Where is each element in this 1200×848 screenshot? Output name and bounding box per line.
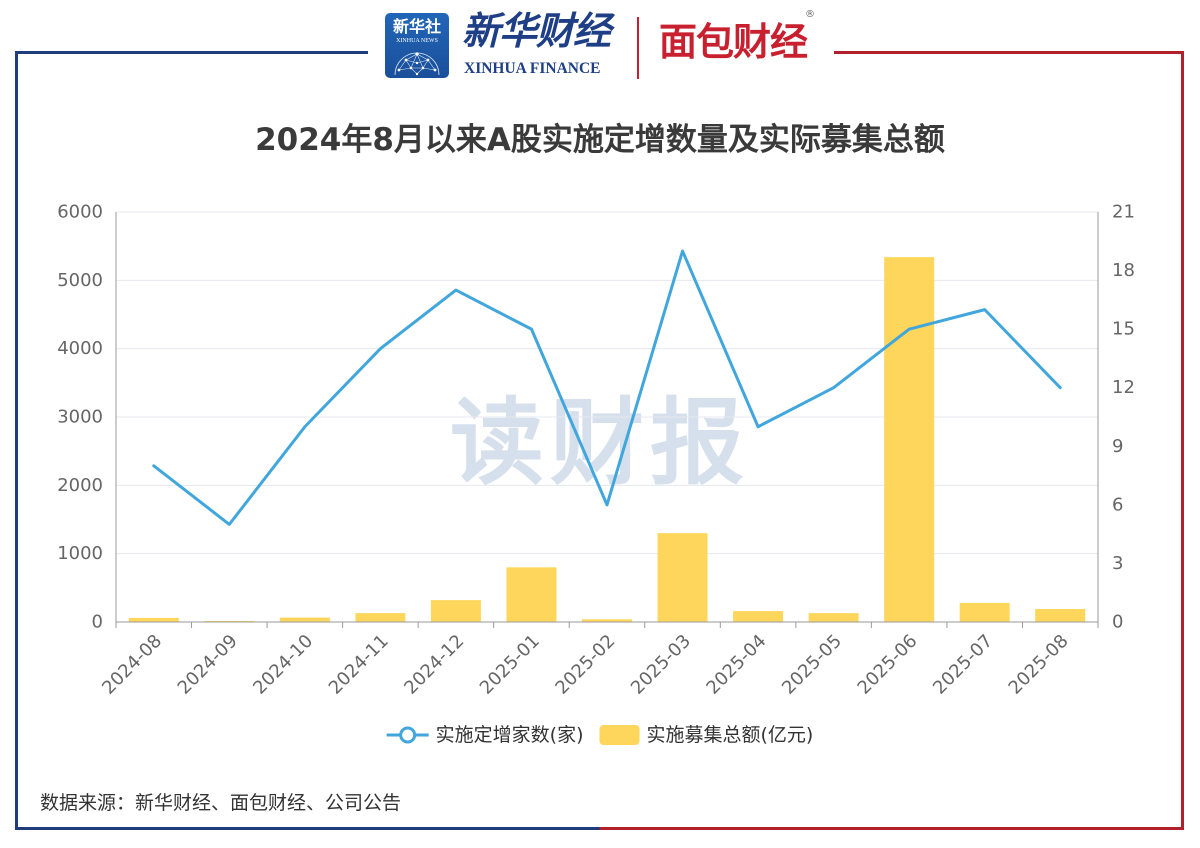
y-left-tick-label: 6000 [57, 202, 103, 223]
y-left-tick-label: 1000 [57, 543, 103, 564]
legend-item-bar: 实施募集总额(亿元) [599, 724, 814, 746]
x-tick-label: 2025-05 [778, 631, 846, 699]
legend-item-line: 实施定增家数(家) [386, 724, 584, 746]
bar-2025-06 [884, 257, 935, 622]
legend-label: 实施募集总额(亿元) [647, 724, 814, 746]
xinhua-finance-logo-cn: 新华财经 [462, 8, 611, 53]
x-tick-label: 2024-12 [400, 631, 468, 699]
y-right-tick-label: 12 [1112, 377, 1135, 398]
y-left-tick-label: 5000 [57, 270, 103, 291]
line-series [152, 249, 1062, 526]
bar-2024-10 [279, 617, 330, 622]
network-globe-icon [394, 52, 440, 76]
x-tick-label: 2025-08 [1005, 631, 1073, 699]
xinhua-news-logo-en: XINHUA NEWS [396, 38, 438, 44]
grid-lines [116, 211, 1098, 555]
legend: 实施定增家数(家) 实施募集总额(亿元) [386, 724, 814, 746]
chart-title: 2024年8月以来A股实施定增数量及实际募集总额 [255, 122, 945, 158]
legend-label: 实施定增家数(家) [436, 724, 584, 746]
y-left-tick-label: 2000 [57, 475, 103, 496]
y-left-tick-label: 4000 [57, 338, 103, 359]
x-tick-label: 2025-07 [929, 631, 997, 699]
bar-2024-12 [430, 600, 481, 622]
y-right-tick-label: 6 [1112, 494, 1123, 515]
bar-2024-11 [355, 613, 406, 622]
xinhua-news-logo-cn: 新华社 [392, 17, 441, 36]
x-tick-label: 2024-09 [174, 631, 242, 699]
bar-2025-01 [506, 567, 557, 622]
y-right-tick-label: 21 [1112, 202, 1135, 223]
x-tick-label: 2025-06 [854, 631, 922, 699]
series-line [152, 249, 1062, 526]
bar-series [128, 257, 1086, 622]
frame-top-left-line [15, 51, 368, 54]
x-tick-label: 2024-08 [98, 631, 166, 699]
frame-bottom-line [15, 827, 1184, 830]
x-tick-label: 2024-11 [325, 631, 393, 699]
bar-2025-04 [733, 611, 784, 622]
x-tick-label: 2025-03 [627, 631, 695, 699]
frame-left-line [15, 51, 18, 830]
x-tick-label: 2024-10 [249, 631, 317, 699]
y-right-tick-label: 9 [1112, 436, 1123, 457]
x-tick-label: 2025-01 [476, 631, 544, 699]
y-left-tick-label: 0 [92, 612, 103, 633]
y-right-tick-label: 15 [1112, 319, 1135, 340]
registered-trademark-mark: ® [805, 9, 815, 20]
axes: 0 1000 2000 3000 4000 5000 6000 0 3 6 9 12 15 18 21 202… [57, 202, 1135, 699]
y-right-tick-label: 0 [1112, 612, 1123, 633]
legend-circle-symbol [399, 726, 417, 744]
bar-2025-07 [959, 602, 1010, 622]
x-tick-label: 2025-02 [551, 631, 619, 699]
bar-2024-09 [204, 620, 255, 622]
mianbao-finance-logo: 面包财经 [659, 20, 808, 64]
bar-2024-08 [128, 617, 179, 622]
logo-divider [637, 17, 639, 79]
bar-2025-03 [657, 533, 708, 622]
y-right-tick-label: 3 [1112, 553, 1123, 574]
xinhua-news-logo: 新华社 XINHUA NEWS [385, 13, 449, 78]
bar-2025-05 [808, 613, 859, 622]
frame-right-line [1181, 51, 1184, 830]
frame-top-right-line [834, 51, 1184, 54]
data-source-note: 数据来源：新华财经、面包财经、公司公告 [40, 792, 402, 814]
x-tick-label: 2025-04 [702, 631, 770, 699]
y-right-tick-label: 18 [1112, 260, 1135, 281]
bar-2025-02 [582, 619, 632, 622]
y-left-tick-label: 3000 [57, 407, 103, 428]
bar-2025-08 [1035, 609, 1086, 622]
xinhua-finance-logo-en: XINHUA FINANCE [464, 60, 601, 77]
legend-bar-symbol [599, 725, 640, 745]
